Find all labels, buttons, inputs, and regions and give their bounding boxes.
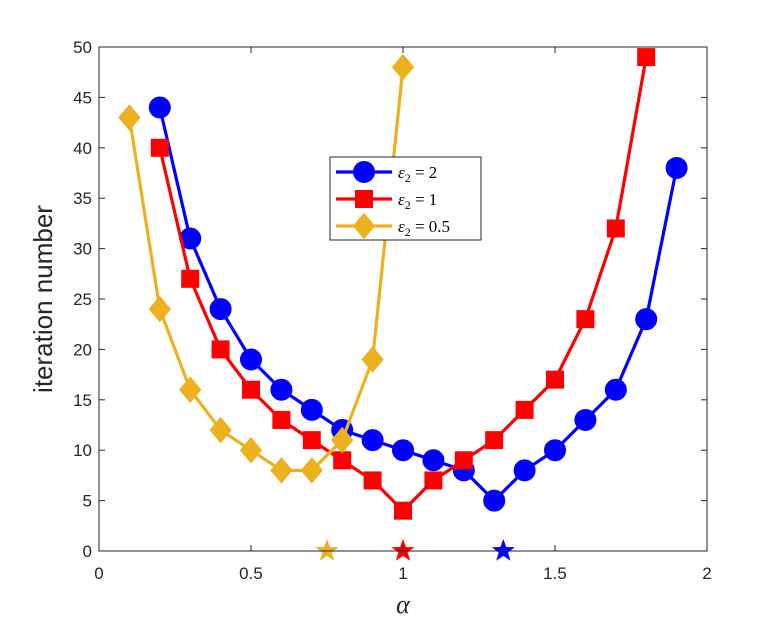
data-point-circle xyxy=(544,439,566,462)
legend-label: ε2 = 0.5 xyxy=(398,217,450,239)
y-tick-label: 5 xyxy=(83,492,92,511)
y-tick-label: 20 xyxy=(73,340,92,359)
data-point-diamond xyxy=(361,346,384,373)
legend-marker-circle xyxy=(353,161,375,183)
legend: ε2 = 2 ε2 = 1 ε2 = 0.5 xyxy=(329,156,482,241)
series-1 xyxy=(150,48,656,520)
x-tick-label: 2 xyxy=(702,564,711,583)
data-point-square xyxy=(150,138,169,157)
data-point-square xyxy=(546,370,564,389)
data-point-diamond xyxy=(239,436,263,464)
data-point-square xyxy=(606,219,625,238)
data-point-square xyxy=(363,471,382,490)
data-point-circle xyxy=(422,449,445,472)
plot-background xyxy=(99,47,707,551)
legend-item-0: ε2 = 2 xyxy=(336,161,437,185)
legend-marker-square xyxy=(355,190,373,208)
legend-label: ε2 = 1 xyxy=(398,190,437,212)
data-point-square xyxy=(181,269,200,288)
data-point-diamond xyxy=(179,376,202,403)
data-point-circle xyxy=(574,408,597,431)
series-2 xyxy=(118,53,415,484)
data-point-square xyxy=(211,340,230,359)
y-axis-label: iteration number xyxy=(28,205,58,393)
plot-area xyxy=(99,47,707,561)
y-tick-label: 30 xyxy=(73,240,92,259)
legend-marker-diamond xyxy=(352,212,376,240)
data-point-circle xyxy=(604,378,627,401)
data-point-square xyxy=(485,431,504,450)
y-tick-label: 40 xyxy=(73,139,92,158)
x-axis-label: α xyxy=(396,590,411,619)
data-point-square xyxy=(242,380,260,399)
data-point-square xyxy=(272,410,291,429)
data-point-circle xyxy=(635,308,658,331)
y-tick-label: 50 xyxy=(73,38,92,57)
data-point-square xyxy=(333,451,352,470)
y-tick-label: 45 xyxy=(73,88,92,107)
y-tick-label: 15 xyxy=(73,391,92,410)
series-line-2 xyxy=(127,66,405,472)
data-point-circle xyxy=(361,429,384,452)
y-tick-label: 25 xyxy=(73,290,92,309)
data-point-diamond xyxy=(300,457,323,484)
data-point-square xyxy=(515,400,534,419)
data-point-diamond xyxy=(118,104,141,131)
x-tick-label: 1 xyxy=(398,564,407,583)
legend-item-1: ε2 = 1 xyxy=(336,190,437,212)
data-point-circle xyxy=(209,298,232,321)
star-marker xyxy=(315,538,339,561)
data-point-square xyxy=(454,451,473,470)
data-point-diamond xyxy=(331,426,354,454)
legend-item-2: ε2 = 0.5 xyxy=(336,212,450,240)
data-point-circle xyxy=(240,348,262,371)
y-tick-label: 0 xyxy=(83,542,92,561)
data-point-circle xyxy=(665,156,688,179)
x-tick-label: 1.5 xyxy=(543,564,567,583)
data-point-circle xyxy=(300,398,323,421)
data-point-circle xyxy=(148,96,171,119)
data-point-diamond xyxy=(209,416,232,444)
data-point-circle xyxy=(483,489,506,512)
data-point-diamond xyxy=(270,457,293,484)
data-point-diamond xyxy=(148,295,171,323)
data-point-diamond xyxy=(391,53,415,81)
data-point-square xyxy=(637,48,656,67)
axes xyxy=(98,46,708,552)
x-tick-label: 0.5 xyxy=(239,564,263,583)
data-point-circle xyxy=(392,439,414,462)
y-tick-label: 35 xyxy=(73,189,92,208)
data-point-square xyxy=(576,310,595,329)
x-tick-label: 0 xyxy=(94,564,103,583)
data-point-square xyxy=(302,431,321,450)
data-point-square xyxy=(424,471,443,490)
data-point-circle xyxy=(270,378,293,401)
y-tick-label: 10 xyxy=(73,441,92,460)
data-point-circle xyxy=(513,459,536,482)
legend-label: ε2 = 2 xyxy=(398,163,437,185)
star-marker xyxy=(491,538,515,561)
data-point-square xyxy=(394,501,412,520)
